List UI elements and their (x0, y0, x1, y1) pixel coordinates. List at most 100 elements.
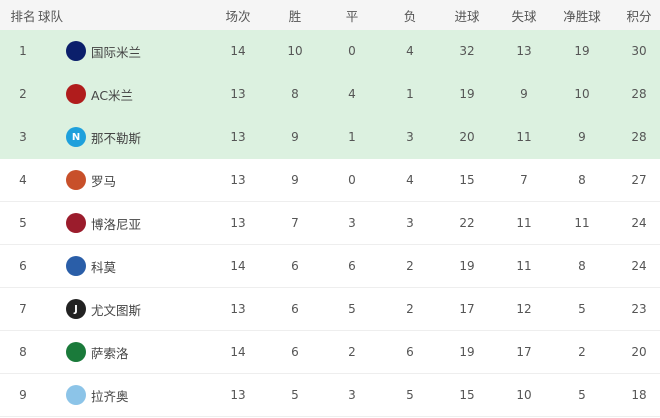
roma-logo-icon (66, 170, 86, 190)
pts-cell: 24 (631, 216, 647, 230)
header-points: 积分 (626, 8, 652, 24)
header-lost: 负 (403, 8, 417, 24)
team-cell[interactable]: N 那不勒斯 (66, 116, 266, 158)
team-cell[interactable]: 萨索洛 (66, 331, 266, 373)
won-cell: 9 (291, 173, 299, 187)
lost-cell: 5 (406, 388, 414, 402)
rank-cell: 1 (19, 44, 27, 58)
played-cell: 14 (230, 345, 246, 359)
lost-cell: 4 (406, 173, 414, 187)
ga-cell: 11 (516, 130, 532, 144)
header-goal-diff: 净胜球 (563, 8, 601, 24)
pts-cell: 23 (631, 302, 647, 316)
drawn-cell: 6 (348, 259, 356, 273)
pts-cell: 28 (631, 130, 647, 144)
rank-cell: 3 (19, 130, 27, 144)
won-cell: 5 (291, 388, 299, 402)
team-cell[interactable]: 科莫 (66, 245, 266, 287)
lost-cell: 6 (406, 345, 414, 359)
rank-cell: 4 (19, 173, 27, 187)
table-row[interactable]: 7 J 尤文图斯 13 6 5 2 17 12 5 23 (0, 288, 660, 331)
ac-milan-logo-icon (66, 84, 86, 104)
rank-cell: 5 (19, 216, 27, 230)
header-drawn: 平 (345, 8, 359, 24)
played-cell: 13 (230, 302, 246, 316)
ga-cell: 11 (516, 216, 532, 230)
played-cell: 13 (230, 130, 246, 144)
won-cell: 8 (291, 87, 299, 101)
drawn-cell: 5 (348, 302, 356, 316)
pts-cell: 27 (631, 173, 647, 187)
ga-cell: 12 (516, 302, 532, 316)
ga-cell: 7 (520, 173, 528, 187)
gd-cell: 2 (578, 345, 586, 359)
lazio-logo-icon (66, 385, 86, 405)
bologna-logo-icon (66, 213, 86, 233)
played-cell: 14 (230, 259, 246, 273)
team-name[interactable]: 拉齐奥 (91, 388, 129, 404)
ga-cell: 17 (516, 345, 532, 359)
header-goals-for: 进球 (454, 8, 480, 24)
table-row[interactable]: 1 国际米兰 14 10 0 4 32 13 19 30 (0, 30, 660, 73)
table-row[interactable]: 9 拉齐奥 13 5 3 5 15 10 5 18 (0, 374, 660, 417)
table-row[interactable]: 6 科莫 14 6 6 2 19 11 8 24 (0, 245, 660, 288)
header-team: 球队 (38, 8, 64, 24)
lost-cell: 2 (406, 259, 414, 273)
team-cell[interactable]: 国际米兰 (66, 30, 266, 72)
juventus-logo-icon: J (66, 299, 86, 319)
ga-cell: 11 (516, 259, 532, 273)
drawn-cell: 4 (348, 87, 356, 101)
rank-cell: 8 (19, 345, 27, 359)
pts-cell: 18 (631, 388, 647, 402)
won-cell: 9 (291, 130, 299, 144)
pts-cell: 28 (631, 87, 647, 101)
team-name[interactable]: 国际米兰 (91, 44, 142, 60)
rank-cell: 2 (19, 87, 27, 101)
header-won: 胜 (288, 8, 302, 24)
pts-cell: 30 (631, 44, 647, 58)
table-row[interactable]: 2 AC米兰 13 8 4 1 19 9 10 28 (0, 73, 660, 116)
team-cell[interactable]: AC米兰 (66, 73, 266, 115)
drawn-cell: 3 (348, 216, 356, 230)
team-cell[interactable]: 罗马 (66, 159, 266, 201)
rank-cell: 7 (19, 302, 27, 316)
lost-cell: 1 (406, 87, 414, 101)
team-cell[interactable]: 博洛尼亚 (66, 202, 266, 244)
gf-cell: 15 (459, 173, 475, 187)
rank-cell: 9 (19, 388, 27, 402)
table-row[interactable]: 4 罗马 13 9 0 4 15 7 8 27 (0, 159, 660, 202)
won-cell: 6 (291, 302, 299, 316)
gf-cell: 22 (459, 216, 475, 230)
team-name[interactable]: 科莫 (91, 259, 117, 275)
won-cell: 6 (291, 259, 299, 273)
team-name[interactable]: AC米兰 (91, 87, 134, 103)
inter-logo-icon (66, 41, 86, 61)
table-row[interactable]: 5 博洛尼亚 13 7 3 3 22 11 11 24 (0, 202, 660, 245)
ga-cell: 13 (516, 44, 532, 58)
gf-cell: 15 (459, 388, 475, 402)
table-row[interactable]: 8 萨索洛 14 6 2 6 19 17 2 20 (0, 331, 660, 374)
gf-cell: 32 (459, 44, 475, 58)
drawn-cell: 0 (348, 173, 356, 187)
header-rank: 排名 (10, 8, 36, 24)
como-logo-icon (66, 256, 86, 276)
pts-cell: 24 (631, 259, 647, 273)
gd-cell: 5 (578, 388, 586, 402)
gd-cell: 8 (578, 259, 586, 273)
gd-cell: 10 (574, 87, 590, 101)
rank-cell: 6 (19, 259, 27, 273)
team-cell[interactable]: J 尤文图斯 (66, 288, 266, 330)
team-name[interactable]: 尤文图斯 (91, 302, 142, 318)
team-name[interactable]: 那不勒斯 (91, 130, 142, 146)
team-name[interactable]: 罗马 (91, 173, 117, 189)
header-played: 场次 (225, 8, 251, 24)
won-cell: 10 (287, 44, 303, 58)
pts-cell: 20 (631, 345, 647, 359)
gd-cell: 8 (578, 173, 586, 187)
played-cell: 13 (230, 173, 246, 187)
team-name[interactable]: 萨索洛 (91, 345, 129, 361)
table-row[interactable]: 3 N 那不勒斯 13 9 1 3 20 11 9 28 (0, 116, 660, 159)
team-name[interactable]: 博洛尼亚 (91, 216, 142, 232)
team-cell[interactable]: 拉齐奥 (66, 374, 266, 416)
